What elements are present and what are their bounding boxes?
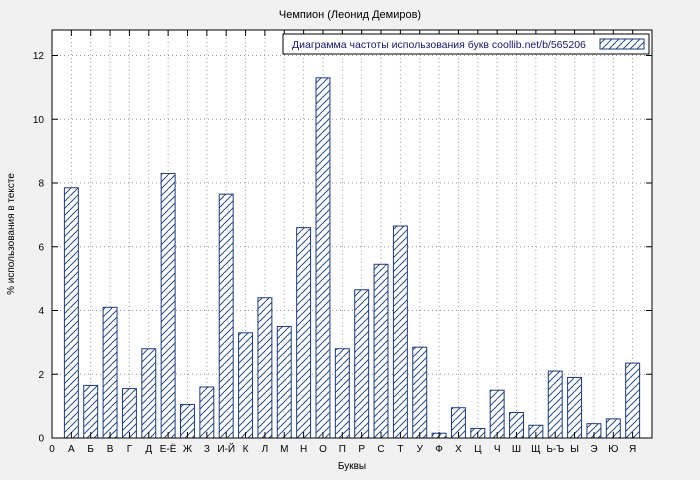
- y-tick-label: 4: [38, 306, 44, 317]
- x-tick-label: И-Й: [217, 442, 235, 455]
- x-tick-label: М: [280, 444, 288, 455]
- legend-swatch: [599, 38, 645, 50]
- x-tick-label: Р: [358, 444, 365, 455]
- x-tick-label: О: [319, 444, 327, 455]
- x-tick-label: Б: [87, 444, 94, 455]
- bar-Д: [141, 348, 157, 439]
- x-tick-label: Ь-Ъ: [546, 444, 564, 455]
- x-tick-label: Э: [590, 444, 597, 455]
- x-tick-label: Т: [397, 444, 403, 455]
- bar-З: [199, 386, 215, 439]
- bar-К: [238, 332, 254, 439]
- bars-layer: [63, 77, 641, 439]
- x-tick-label: Ж: [183, 444, 193, 455]
- bar-П: [334, 348, 350, 439]
- x-tick-label: С: [377, 444, 384, 455]
- bar-С: [373, 263, 389, 439]
- y-tick-label: 12: [33, 51, 45, 62]
- x-tick-label: Ю: [608, 444, 618, 455]
- plot-border: [51, 29, 653, 439]
- bar-Т: [392, 225, 408, 439]
- legend: Диаграмма частоты использования букв coo…: [282, 33, 650, 55]
- x-tick-label: Ц: [474, 444, 482, 455]
- x-tick-label: У: [417, 444, 424, 455]
- bar-Ь-Ъ: [547, 370, 563, 439]
- x-tick-label: Е-Ё: [160, 443, 177, 455]
- x-origin-label: 0: [49, 444, 55, 455]
- y-axis-title: % использования в тексте: [6, 173, 17, 295]
- axis-layer: 0 2 4 6 8 10 12 А Б В Г Д Е-Ё Ж З И-Й К Л М Н О П Р С Т У Ф Х Ц Ч Ш Щ Ь-…: [33, 30, 652, 455]
- bar-Я: [625, 362, 641, 439]
- bar-В: [102, 306, 118, 439]
- bar-Б: [83, 384, 99, 439]
- y-tick-label: 10: [33, 115, 45, 126]
- x-tick-label: Ш: [512, 444, 521, 455]
- bar-Г: [121, 388, 137, 439]
- x-tick-label: Л: [262, 444, 269, 455]
- x-tick-label: Г: [127, 444, 133, 455]
- x-tick-label: К: [243, 444, 249, 455]
- x-tick-label: Ч: [494, 444, 501, 455]
- x-tick-label: Щ: [531, 444, 540, 455]
- chart-title: Чемпион (Леонид Демиров): [279, 9, 421, 21]
- x-tick-label: З: [204, 444, 210, 455]
- bar-Л: [257, 297, 273, 439]
- bar-А: [63, 187, 79, 439]
- legend-label: Диаграмма частоты использования букв coo…: [292, 39, 586, 51]
- x-tick-label: А: [68, 444, 75, 455]
- bar-У: [412, 346, 428, 439]
- x-tick-label: Д: [145, 444, 152, 455]
- bar-Ч: [489, 389, 505, 439]
- x-tick-label: Н: [300, 444, 307, 455]
- x-tick-label: Ф: [435, 444, 443, 455]
- legend-frame: [282, 33, 650, 55]
- bar-Р: [354, 289, 370, 439]
- x-tick-label: Я: [629, 444, 636, 455]
- bar-О: [315, 77, 331, 439]
- x-tick-label: Ы: [570, 444, 579, 455]
- bar-М: [276, 325, 292, 439]
- y-tick-label: 2: [38, 370, 44, 381]
- y-tick-label: 6: [38, 242, 44, 253]
- x-tick-label: Х: [455, 444, 462, 455]
- x-tick-label: В: [107, 444, 114, 455]
- x-axis-title: Буквы: [338, 461, 366, 472]
- x-tick-label: П: [339, 444, 346, 455]
- bar-Е-Ё: [160, 172, 176, 439]
- bar-Н: [296, 227, 312, 439]
- bar-Ы: [567, 376, 583, 439]
- y-tick-label: 8: [38, 179, 44, 190]
- y-tick-label: 0: [38, 434, 44, 445]
- bar-И-Й: [218, 193, 234, 439]
